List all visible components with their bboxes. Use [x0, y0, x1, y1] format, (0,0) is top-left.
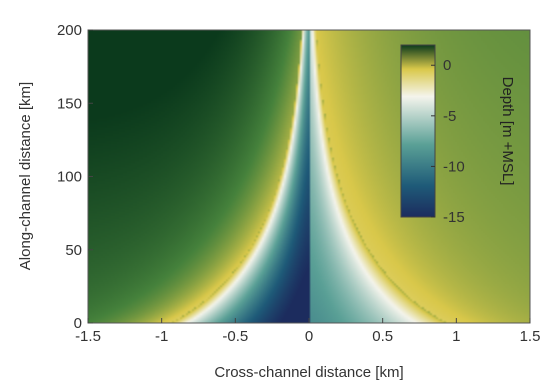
y-tick-label: 100	[57, 169, 82, 186]
x-tick-label: 0	[305, 328, 313, 345]
y-axis-ticks: 0 50 100 150 200	[57, 22, 93, 332]
y-tick-label: 50	[65, 242, 82, 259]
depth-field-image	[88, 30, 530, 323]
colorbar-tick-label: -10	[443, 158, 465, 175]
colorbar-ticks: 0 -5 -10 -15	[431, 57, 465, 226]
x-tick-label: -0.5	[222, 328, 248, 345]
colorbar-label: Depth [m +MSL]	[499, 77, 516, 186]
x-tick-label: 0.5	[372, 328, 393, 345]
y-axis-label: Along-channel distance [km]	[17, 82, 34, 270]
colorbar-tick-label: -5	[443, 108, 456, 125]
colorbar: 0 -5 -10 -15 Depth [m +MSL]	[400, 44, 516, 226]
heatmap-field	[88, 30, 530, 323]
y-tick-label: 0	[74, 315, 82, 332]
x-axis-ticks: -1.5 -1 -0.5 0 0.5 1 1.5	[75, 318, 540, 345]
colorbar-bar	[400, 44, 436, 218]
x-tick-label: -1	[155, 328, 168, 345]
y-tick-label: 150	[57, 95, 82, 112]
x-tick-label: 1	[452, 328, 460, 345]
y-tick-label: 200	[57, 22, 82, 39]
colorbar-tick-label: 0	[443, 57, 451, 74]
x-tick-label: 1.5	[520, 328, 541, 345]
x-axis-label: Cross-channel distance [km]	[214, 364, 403, 381]
x-tick-label: -1.5	[75, 328, 101, 345]
colorbar-tick-label: -15	[443, 209, 465, 226]
